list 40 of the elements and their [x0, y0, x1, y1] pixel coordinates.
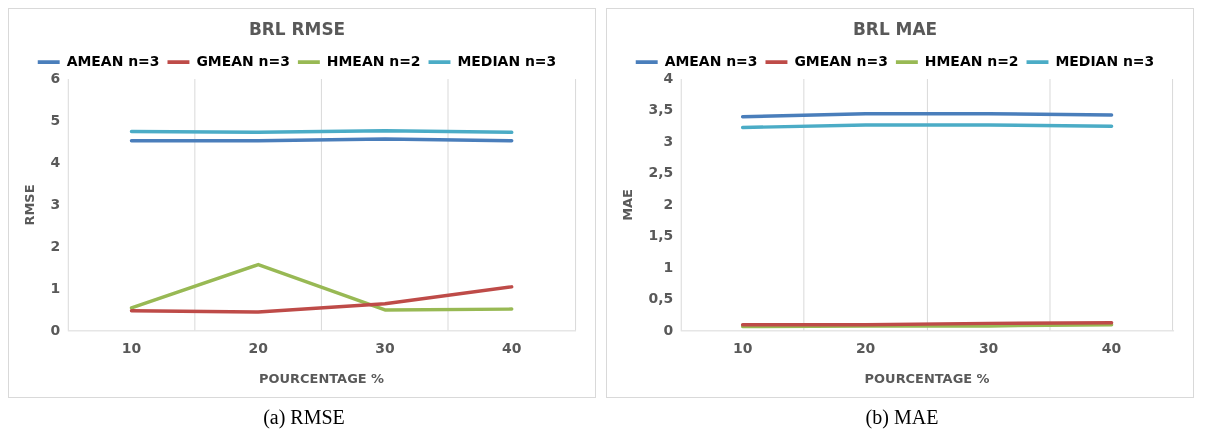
legend-label: MEDIAN n=3 — [1055, 52, 1155, 69]
legend-label: AMEAN n=3 — [664, 52, 758, 69]
x-axis-title: POURCENTAGE % — [259, 370, 385, 386]
y-tick-label: 1 — [50, 279, 61, 296]
y-tick-label: 2 — [663, 195, 674, 212]
y-tick-label: 4 — [50, 153, 61, 170]
y-tick-label: 3 — [50, 195, 61, 212]
x-tick-label: 20 — [248, 339, 269, 356]
text: (b) MAE — [864, 406, 940, 429]
x-tick-label: 40 — [1101, 339, 1122, 356]
text: (a) RMSE — [262, 406, 346, 429]
x-tick-label: 10 — [732, 339, 753, 356]
legend-label: MEDIAN n=3 — [457, 52, 557, 69]
y-tick-label: 5 — [50, 111, 61, 128]
x-tick-label: 30 — [375, 339, 395, 356]
chart-title: BRL MAE — [852, 19, 938, 40]
chart-title: BRL RMSE — [248, 19, 346, 40]
y-tick-label: 4 — [663, 69, 674, 86]
legend-label: GMEAN n=3 — [794, 52, 888, 69]
y-tick-label: 1 — [663, 258, 674, 275]
x-tick-label: 20 — [855, 339, 876, 356]
y-tick-label: 0 — [50, 321, 61, 338]
y-tick-label: 2,5 — [648, 164, 674, 181]
y-tick-label: 0,5 — [648, 290, 674, 307]
y-tick-label: 0 — [663, 321, 674, 338]
y-axis-title: MAE — [620, 189, 636, 221]
y-axis-title: RMSE — [22, 184, 38, 226]
y-tick-label: 2 — [50, 237, 61, 254]
y-tick-label: 6 — [50, 69, 61, 86]
y-tick-label: 3 — [663, 132, 674, 149]
y-tick-label: 1,5 — [648, 227, 674, 244]
x-tick-label: 30 — [978, 339, 999, 356]
legend-label: GMEAN n=3 — [196, 52, 290, 69]
y-tick-label: 3,5 — [648, 101, 674, 118]
x-tick-label: 40 — [501, 339, 522, 356]
legend-label: HMEAN n=2 — [924, 52, 1019, 69]
legend-label: HMEAN n=2 — [326, 52, 421, 69]
legend-label: AMEAN n=3 — [66, 52, 160, 69]
x-tick-label: 10 — [121, 339, 142, 356]
x-axis-title: POURCENTAGE % — [864, 370, 990, 386]
